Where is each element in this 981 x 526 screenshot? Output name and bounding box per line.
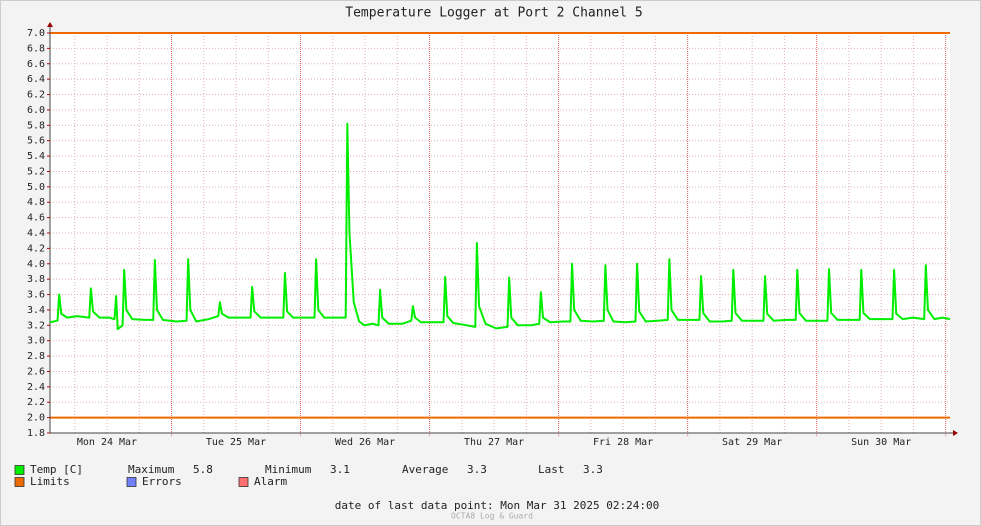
series-line <box>49 122 951 331</box>
y-tick-label: 4.0 <box>27 259 45 270</box>
y-tick-label: 3.2 <box>27 320 45 331</box>
stat-label: Last <box>538 463 565 476</box>
stat-value: 3.3 <box>583 463 603 476</box>
stat-value: 5.8 <box>193 463 213 476</box>
x-tick-label: Fri 28 Mar <box>593 437 653 448</box>
y-tick-label: 5.2 <box>27 166 45 177</box>
y-tick-label: 5.4 <box>27 151 45 162</box>
x-tick-label: Mon 24 Mar <box>77 437 137 448</box>
y-tick-label: 3.6 <box>27 290 45 301</box>
x-tick-label: Wed 26 Mar <box>335 437 395 448</box>
y-tick-label: 6.0 <box>27 105 45 116</box>
legend-label: Temp [C] <box>30 463 83 476</box>
stat-label: Maximum <box>128 463 175 476</box>
y-tick-label: 4.8 <box>27 197 45 208</box>
legend-swatch <box>238 477 249 487</box>
y-tick-label: 2.6 <box>27 366 45 377</box>
y-tick-label: 4.4 <box>27 228 45 239</box>
y-axis-arrow <box>47 22 53 27</box>
y-tick-label: 5.0 <box>27 182 45 193</box>
x-tick-label: Tue 25 Mar <box>206 437 266 448</box>
legend-swatch <box>14 465 25 475</box>
y-tick-label: 6.4 <box>27 74 45 85</box>
legend-swatch <box>14 477 25 487</box>
legend-label: Limits <box>30 475 70 488</box>
x-axis-arrow <box>953 430 958 436</box>
y-tick-label: 4.6 <box>27 213 45 224</box>
legend-label: Errors <box>142 475 182 488</box>
y-tick-label: 1.8 <box>27 428 45 439</box>
y-tick-label: 3.0 <box>27 336 45 347</box>
y-tick-label: 5.8 <box>27 120 45 131</box>
x-tick-label: Thu 27 Mar <box>464 437 524 448</box>
chart-title: Temperature Logger at Port 2 Channel 5 <box>345 6 642 21</box>
y-tick-label: 5.6 <box>27 136 45 147</box>
y-tick-label: 4.2 <box>27 243 45 254</box>
y-tick-label: 6.2 <box>27 90 45 101</box>
x-tick-label: Sat 29 Mar <box>722 437 782 448</box>
stat-value: 3.1 <box>330 463 350 476</box>
stat-label: Minimum <box>265 463 312 476</box>
footer: date of last data point: Mon Mar 31 2025… <box>335 499 660 512</box>
stat-value: 3.3 <box>467 463 487 476</box>
y-tick-label: 3.4 <box>27 305 45 316</box>
legend-swatch <box>126 477 137 487</box>
y-tick-label: 2.0 <box>27 413 45 424</box>
x-tick-label: Sun 30 Mar <box>851 437 911 448</box>
y-tick-label: 6.8 <box>27 43 45 54</box>
y-tick-label: 3.8 <box>27 274 45 285</box>
credit: OCTA8 Log & Guard <box>451 512 533 521</box>
legend-label: Alarm <box>254 475 287 488</box>
y-tick-label: 6.6 <box>27 59 45 70</box>
y-tick-label: 2.4 <box>27 382 45 393</box>
y-tick-label: 7.0 <box>27 28 45 39</box>
y-tick-label: 2.8 <box>27 351 45 362</box>
y-tick-label: 2.2 <box>27 397 45 408</box>
stat-label: Average <box>402 463 448 476</box>
